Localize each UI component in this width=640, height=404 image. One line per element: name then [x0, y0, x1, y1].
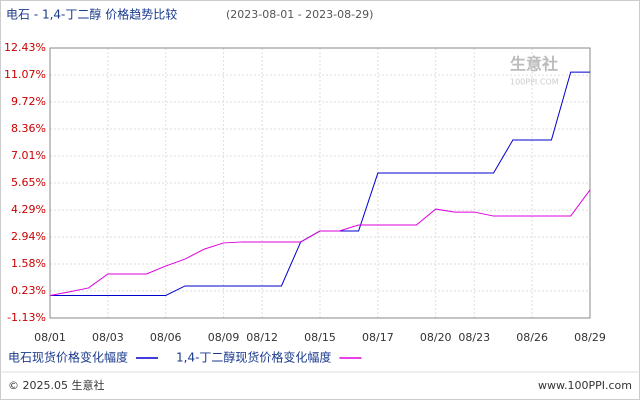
x-tick-label: 08/12 — [246, 331, 278, 344]
x-tick-label: 08/29 — [574, 331, 606, 344]
series-line — [49, 189, 591, 296]
footer-right: www.100PPI.com — [538, 379, 632, 392]
x-tick-label: 08/23 — [458, 331, 490, 344]
x-tick-label: 08/01 — [34, 331, 66, 344]
x-tick-label: 08/06 — [150, 331, 182, 344]
legend-label: 电石现货价格变化幅度 — [8, 350, 128, 365]
plot-frame — [49, 47, 591, 319]
y-tick-label: 5.65% — [11, 176, 46, 189]
x-tick-label: 08/20 — [420, 331, 452, 344]
watermark-sub: 100PPI.COM — [510, 78, 559, 87]
watermark: 生意社 — [510, 55, 558, 74]
chart-title: 电石 - 1,4-丁二醇 价格趋势比较 — [6, 7, 177, 22]
y-tick-label: 7.01% — [11, 149, 46, 162]
y-tick-label: 12.43% — [4, 41, 46, 54]
y-tick-label: 0.23% — [11, 284, 46, 297]
y-tick-label: 4.29% — [11, 203, 46, 216]
y-tick-label: 1.58% — [11, 257, 46, 270]
x-tick-label: 08/03 — [92, 331, 124, 344]
y-tick-label: 8.36% — [11, 122, 46, 135]
x-tick-label: 08/26 — [516, 331, 548, 344]
y-tick-label: 9.72% — [11, 95, 46, 108]
y-tick-label: -1.13% — [7, 311, 46, 324]
chart-subtitle: (2023-08-01 - 2023-08-29) — [226, 8, 373, 21]
legend-label: 1,4-丁二醇现货价格变化幅度 — [176, 350, 331, 365]
x-tick-label: 08/15 — [304, 331, 336, 344]
y-tick-label: 11.07% — [4, 68, 46, 81]
x-tick-label: 08/09 — [208, 331, 240, 344]
footer-left: © 2025.05 生意社 — [8, 378, 104, 392]
x-tick-label: 08/17 — [362, 331, 394, 344]
y-tick-label: 2.94% — [11, 230, 46, 243]
